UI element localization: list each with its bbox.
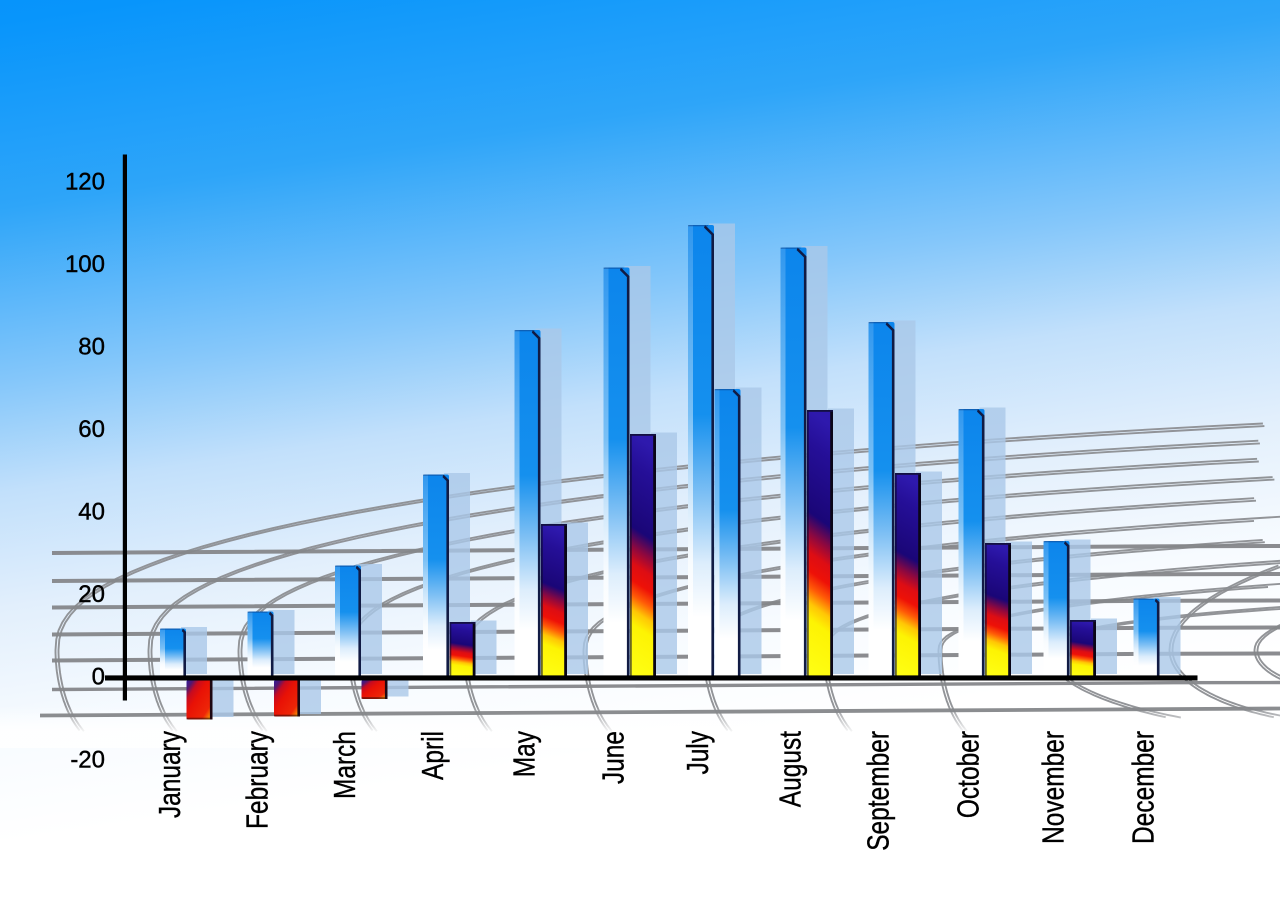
svg-text:May: May — [507, 731, 541, 777]
svg-text:120: 120 — [65, 169, 105, 196]
svg-text:February: February — [240, 731, 274, 829]
svg-text:December: December — [1126, 731, 1160, 844]
svg-text:0: 0 — [92, 663, 105, 690]
svg-text:August: August — [773, 731, 807, 808]
svg-text:60: 60 — [78, 416, 105, 443]
svg-text:March: March — [327, 731, 361, 799]
svg-text:June: June — [596, 731, 630, 784]
svg-text:January: January — [152, 731, 186, 818]
svg-text:100: 100 — [65, 251, 105, 278]
svg-text:20: 20 — [78, 581, 105, 608]
svg-text:September: September — [861, 731, 895, 851]
svg-text:40: 40 — [78, 498, 105, 525]
svg-text:80: 80 — [78, 334, 105, 361]
svg-text:July: July — [680, 731, 714, 775]
svg-text:November: November — [1036, 731, 1070, 844]
svg-text:-20: -20 — [70, 747, 105, 774]
svg-text:October: October — [951, 731, 985, 818]
svg-text:April: April — [415, 731, 449, 780]
